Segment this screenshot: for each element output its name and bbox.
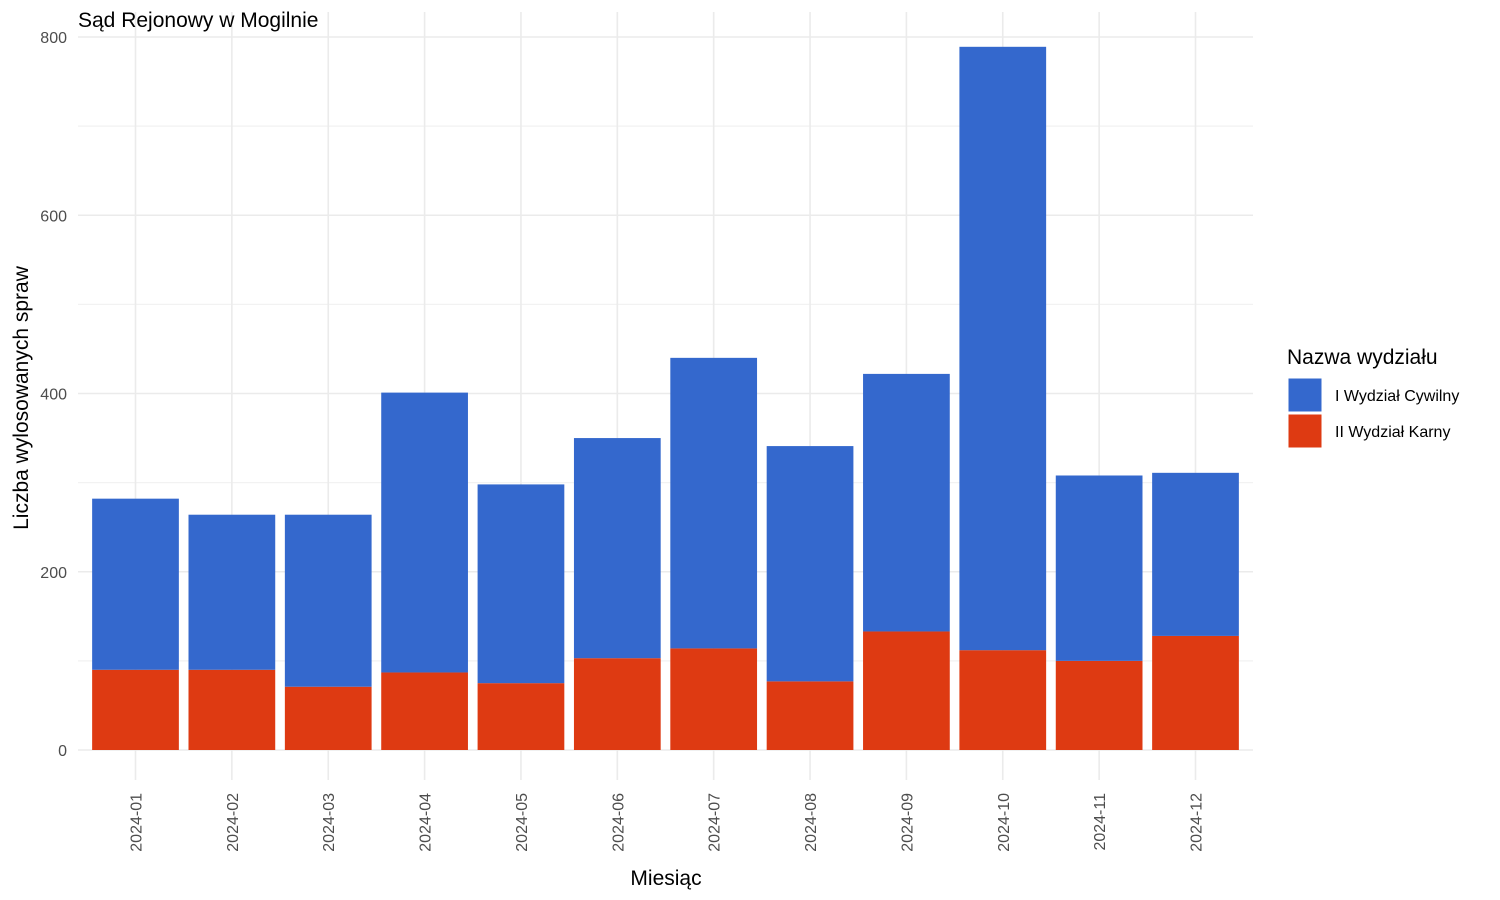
bar-cywilny [863,373,950,632]
x-tick: 2024-07 [707,793,724,852]
bar-karny [1152,635,1239,750]
x-tick: 2024-03 [321,793,338,852]
x-tick: 2024-12 [1189,793,1206,852]
bar-karny [573,658,661,750]
bar-karny [1055,660,1143,750]
legend-swatch [1287,413,1323,449]
bar-karny [477,683,565,750]
x-tick: 2024-10 [996,793,1013,852]
bar-cywilny [959,46,1047,651]
bar-cywilny [766,446,854,682]
x-tick-label: 2024-05 [514,793,531,852]
x-tick: 2024-05 [514,793,531,852]
legend-label: II Wydział Karny [1335,424,1450,441]
x-tick-label: 2024-07 [707,793,724,852]
x-tick: 2024-04 [418,793,435,852]
bar-cywilny [1152,472,1239,636]
x-tick-label: 2024-09 [899,793,916,852]
y-tick-label: 400 [40,387,67,404]
bars [92,46,1239,750]
bar-karny [284,686,372,750]
bar-cywilny [92,498,179,670]
y-tick-label: 200 [40,565,67,582]
bar-karny [92,669,179,750]
bar-cywilny [477,484,565,684]
x-tick-label: 2024-04 [418,793,435,852]
x-tick-label: 2024-01 [129,793,146,852]
x-tick: 2024-02 [225,793,242,852]
x-tick-label: 2024-10 [996,793,1013,852]
legend-label: I Wydział Cywilny [1335,388,1459,405]
x-tick: 2024-09 [899,793,916,852]
bar-karny [670,648,758,750]
y-tick-label: 0 [58,743,67,760]
x-tick: 2024-08 [803,793,820,852]
bar-cywilny [381,392,468,673]
bar-karny [381,672,468,750]
legend: Nazwa wydziału I Wydział Cywilny II Wydzi… [1287,346,1459,449]
y-tick-label: 800 [40,30,67,47]
bar-cywilny [573,438,661,659]
bar-cywilny [670,357,758,649]
x-axis-ticks: 2024-01 2024-02 2024-03 2024-04 2024-05 2024-… [129,793,1206,852]
bar-cywilny [284,514,372,687]
x-tick: 2024-01 [129,793,146,852]
x-axis-title: Miesiąc [630,867,701,890]
x-tick-label: 2024-06 [610,793,627,852]
x-tick-label: 2024-03 [321,793,338,852]
x-tick: 2024-11 [1092,793,1109,851]
y-tick-label: 600 [40,208,67,225]
y-axis-ticks: 0 200 400 600 800 [40,30,67,760]
x-tick-label: 2024-02 [225,793,242,852]
legend-swatch [1287,377,1323,413]
x-tick-label: 2024-08 [803,793,820,852]
x-tick: 2024-06 [610,793,627,852]
legend-title: Nazwa wydziału [1287,346,1438,369]
x-tick-label: 2024-11 [1092,793,1109,851]
bar-karny [959,650,1047,750]
bar-karny [766,681,854,750]
bar-karny [188,669,276,750]
y-axis-title: Liczba wylosowanych spraw [10,265,33,530]
chart-title: Sąd Rejonowy w Mogilnie [78,9,318,32]
bar-cywilny [188,514,276,670]
bar-cywilny [1055,475,1143,661]
x-tick-label: 2024-12 [1189,793,1206,852]
bar-karny [863,631,950,750]
